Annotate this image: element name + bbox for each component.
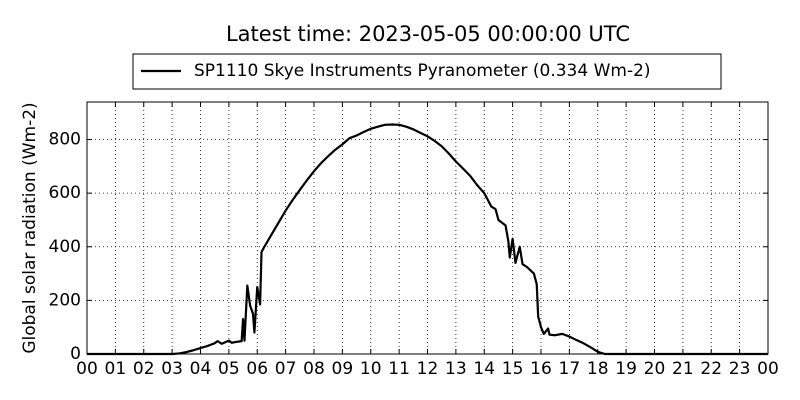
y-tick-label: 0 bbox=[70, 344, 81, 364]
x-tick-label: 13 bbox=[445, 359, 467, 379]
x-tick-label: 21 bbox=[672, 359, 694, 379]
x-tick-label: 03 bbox=[161, 359, 183, 379]
x-tick-label: 16 bbox=[530, 359, 552, 379]
x-tick-label: 23 bbox=[729, 359, 751, 379]
x-tick-label: 02 bbox=[133, 359, 155, 379]
chart-title: Latest time: 2023-05-05 00:00:00 UTC bbox=[226, 22, 630, 46]
x-tick-label: 14 bbox=[473, 359, 495, 379]
x-tick-label: 09 bbox=[332, 359, 354, 379]
x-tick-label: 12 bbox=[417, 359, 439, 379]
x-tick-label: 05 bbox=[218, 359, 240, 379]
x-tick-label: 00 bbox=[757, 359, 779, 379]
y-tick-label: 800 bbox=[49, 130, 81, 150]
x-tick-label: 18 bbox=[587, 359, 609, 379]
x-tick-label: 04 bbox=[190, 359, 212, 379]
x-tick-label: 22 bbox=[700, 359, 722, 379]
y-tick-label: 400 bbox=[49, 237, 81, 257]
data-line bbox=[87, 123, 768, 356]
y-tick-label: 600 bbox=[49, 183, 81, 203]
x-tick-label: 01 bbox=[105, 359, 127, 379]
x-tick-label: 07 bbox=[275, 359, 297, 379]
x-tick-label: 08 bbox=[303, 359, 325, 379]
y-tick-label: 200 bbox=[49, 290, 81, 310]
x-tick-label: 10 bbox=[360, 359, 382, 379]
legend-box bbox=[132, 53, 722, 90]
y-axis-label: Global solar radiation (Wm-2) bbox=[20, 102, 40, 353]
x-tick-label: 00 bbox=[76, 359, 98, 379]
x-tick-label: 15 bbox=[502, 359, 524, 379]
plot-frame bbox=[86, 101, 769, 355]
legend-label: SP1110 Skye Instruments Pyranometer (0.3… bbox=[194, 61, 651, 81]
x-tick-label: 17 bbox=[559, 359, 581, 379]
x-tick-label: 06 bbox=[246, 359, 268, 379]
x-tick-label: 19 bbox=[615, 359, 637, 379]
x-tick-label: 11 bbox=[388, 359, 410, 379]
x-tick-label: 20 bbox=[644, 359, 666, 379]
